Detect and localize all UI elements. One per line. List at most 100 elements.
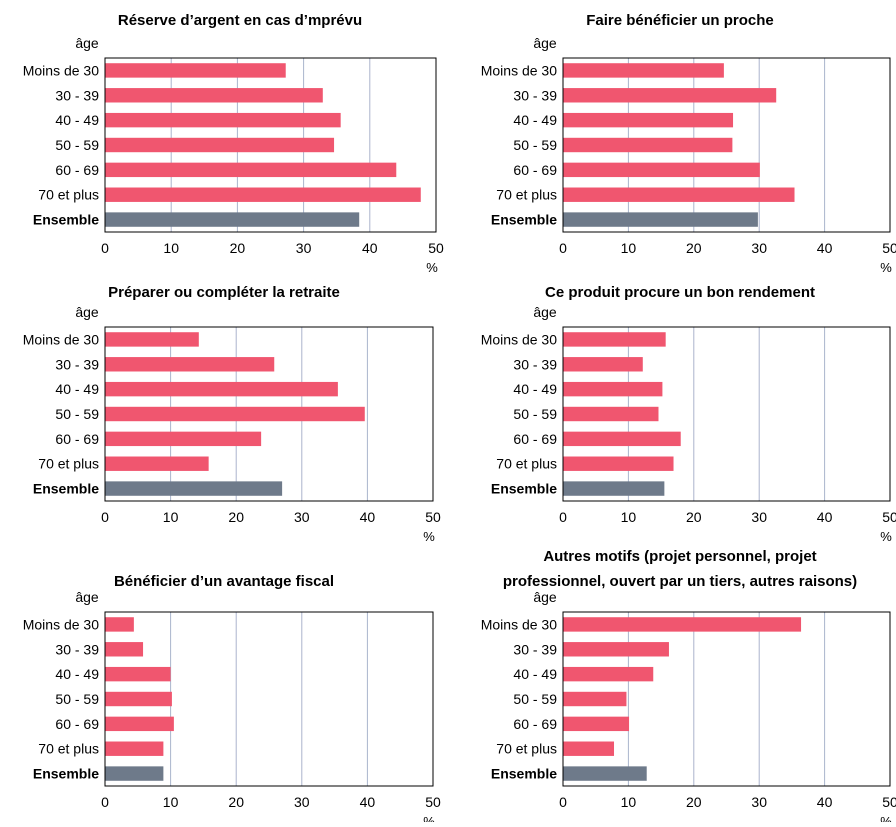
- chart-3-bar: [105, 332, 199, 347]
- chart-6-tick-label: 30: [751, 794, 767, 810]
- chart-4-yaxis-label: âge: [533, 304, 557, 320]
- chart-2-bar: [563, 112, 734, 128]
- chart-4-category-label: Moins de 30: [481, 331, 557, 347]
- chart-3-plot-frame: [104, 326, 434, 502]
- chart-1-bar: [105, 137, 335, 153]
- chart-4-xaxis-label: %: [880, 529, 892, 544]
- chart-5-category-label: 60 - 69: [55, 716, 99, 732]
- chart-4-category-label: 30 - 39: [513, 356, 557, 372]
- chart-2-title: Faire bénéficier un proche: [586, 12, 774, 29]
- chart-1-bar: [105, 88, 323, 103]
- chart-1-xaxis-label: %: [426, 260, 438, 275]
- chart-3-tick-label: 50: [425, 509, 441, 525]
- chart-3-tick-label: 0: [101, 509, 109, 525]
- chart-5-category-label: 40 - 49: [55, 666, 99, 682]
- chart-5-bar: [105, 617, 134, 632]
- chart-3-category-label: 70 et plus: [38, 456, 99, 472]
- chart-4-category-label: 70 et plus: [496, 456, 557, 472]
- chart-6-tick-label: 50: [882, 794, 896, 810]
- chart-4-tick-label: 50: [882, 509, 896, 525]
- chart-1-tick-label: 40: [362, 240, 378, 256]
- chart-2-category-label: Ensemble: [491, 212, 557, 228]
- chart-6-bar: [563, 766, 647, 781]
- chart-4-category-label: Ensemble: [491, 481, 557, 497]
- chart-2-tick-label: 20: [686, 240, 702, 256]
- chart-5-category-label: 50 - 59: [55, 691, 99, 707]
- chart-2-tick-label: 10: [621, 240, 637, 256]
- chart-6-title: professionnel, ouvert par un tiers, autr…: [503, 573, 857, 590]
- chart-5-yaxis-label: âge: [75, 589, 99, 605]
- chart-6-tick-label: 0: [559, 794, 567, 810]
- chart-4-category-label: 60 - 69: [513, 431, 557, 447]
- chart-5-bar: [105, 666, 171, 682]
- chart-5-category-label: 70 et plus: [38, 741, 99, 757]
- chart-5-tick-label: 0: [101, 794, 109, 810]
- chart-6-bar: [563, 642, 669, 657]
- chart-3-category-label: 30 - 39: [55, 356, 99, 372]
- chart-1-tick-label: 50: [428, 240, 444, 256]
- chart-6-category-label: 70 et plus: [496, 741, 557, 757]
- chart-3-bar: [105, 456, 209, 471]
- chart-2-tick-label: 50: [882, 240, 896, 256]
- chart-1-category-label: 60 - 69: [55, 162, 99, 178]
- chart-2-bar: [563, 212, 758, 227]
- chart-3-bar: [105, 481, 283, 496]
- chart-2-xaxis-label: %: [880, 260, 892, 275]
- chart-2-bar: [563, 88, 777, 103]
- chart-4-tick-label: 0: [559, 509, 567, 525]
- chart-2-bar: [563, 137, 733, 153]
- chart-3-category-label: 50 - 59: [55, 406, 99, 422]
- chart-3-tick-label: 20: [228, 509, 244, 525]
- chart-6-bar: [563, 617, 802, 632]
- chart-5-bar: [105, 691, 172, 707]
- chart-2-category-label: 40 - 49: [513, 112, 557, 128]
- chart-3-title: Préparer ou compléter la retraite: [108, 284, 340, 301]
- chart-6-category-label: Moins de 30: [481, 616, 557, 632]
- chart-1-bar: [105, 212, 360, 227]
- chart-5-xaxis-label: %: [423, 814, 435, 822]
- chart-6-plot-frame: [562, 611, 891, 787]
- chart-4-tick-label: 20: [686, 509, 702, 525]
- chart-5-plot-frame: [104, 611, 434, 787]
- chart-1-tick-label: 30: [296, 240, 312, 256]
- chart-4-bar: [563, 381, 663, 397]
- chart-1-bar: [105, 187, 421, 202]
- chart-6-tick-label: 10: [621, 794, 637, 810]
- chart-3-tick-label: 10: [163, 509, 179, 525]
- chart-6-xaxis-label: %: [880, 814, 892, 822]
- chart-4-bar: [563, 332, 666, 347]
- chart-5-category-label: Ensemble: [33, 766, 99, 782]
- chart-4-title: Ce produit procure un bon rendement: [545, 284, 815, 301]
- chart-6-bar: [563, 716, 630, 732]
- chart-6-category-label: 30 - 39: [513, 641, 557, 657]
- chart-4-category-label: 50 - 59: [513, 406, 557, 422]
- chart-1-plot-frame: [104, 57, 437, 233]
- chart-2-category-label: 50 - 59: [513, 137, 557, 153]
- chart-4-plot-frame: [562, 326, 891, 502]
- chart-3-category-label: Ensemble: [33, 481, 99, 497]
- chart-6-yaxis-label: âge: [533, 589, 557, 605]
- chart-2-bar: [563, 187, 795, 202]
- chart-1-tick-label: 20: [230, 240, 246, 256]
- chart-4-tick-label: 10: [621, 509, 637, 525]
- chart-2-tick-label: 0: [559, 240, 567, 256]
- chart-3-tick-label: 40: [360, 509, 376, 525]
- chart-6-tick-label: 40: [817, 794, 833, 810]
- chart-4-bar: [563, 357, 643, 372]
- chart-3-bar: [105, 431, 262, 447]
- chart-3-tick-label: 30: [294, 509, 310, 525]
- chart-1-category-label: 30 - 39: [55, 87, 99, 103]
- chart-3-bar: [105, 357, 275, 372]
- chart-2-plot-frame: [562, 57, 891, 233]
- chart-4-category-label: 40 - 49: [513, 381, 557, 397]
- chart-6-bar: [563, 666, 654, 682]
- chart-1-category-label: 40 - 49: [55, 112, 99, 128]
- chart-5-category-label: Moins de 30: [23, 616, 99, 632]
- chart-3-bar: [105, 406, 365, 422]
- chart-4-bar: [563, 481, 665, 496]
- chart-1-category-label: Moins de 30: [23, 62, 99, 78]
- chart-2-category-label: Moins de 30: [481, 62, 557, 78]
- chart-5-bar: [105, 766, 164, 781]
